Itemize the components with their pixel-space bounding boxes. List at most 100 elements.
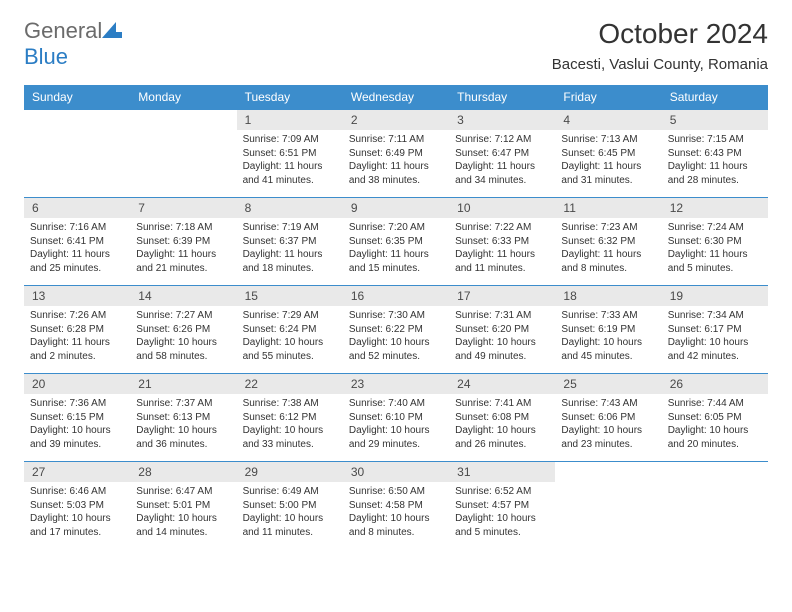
calendar-cell: 28Sunrise: 6:47 AMSunset: 5:01 PMDayligh… [130,461,236,549]
logo-text: GeneralBlue [24,18,124,70]
calendar-cell [662,461,768,549]
day-number: 25 [555,374,661,394]
calendar-cell: 13Sunrise: 7:26 AMSunset: 6:28 PMDayligh… [24,285,130,373]
calendar-cell: 27Sunrise: 6:46 AMSunset: 5:03 PMDayligh… [24,461,130,549]
calendar-cell: 11Sunrise: 7:23 AMSunset: 6:32 PMDayligh… [555,197,661,285]
day-number: 24 [449,374,555,394]
day-number: 30 [343,462,449,482]
calendar-cell: 7Sunrise: 7:18 AMSunset: 6:39 PMDaylight… [130,197,236,285]
day-detail: Sunrise: 7:18 AMSunset: 6:39 PMDaylight:… [130,218,236,281]
day-detail: Sunrise: 6:52 AMSunset: 4:57 PMDaylight:… [449,482,555,545]
calendar-cell [130,109,236,197]
day-detail: Sunrise: 6:47 AMSunset: 5:01 PMDaylight:… [130,482,236,545]
day-detail: Sunrise: 7:09 AMSunset: 6:51 PMDaylight:… [237,130,343,193]
day-detail: Sunrise: 7:22 AMSunset: 6:33 PMDaylight:… [449,218,555,281]
dayname-cell: Thursday [449,85,555,109]
day-number: 23 [343,374,449,394]
day-number: 31 [449,462,555,482]
calendar-cell: 5Sunrise: 7:15 AMSunset: 6:43 PMDaylight… [662,109,768,197]
day-number: 6 [24,198,130,218]
logo: GeneralBlue [24,18,124,70]
day-number: 8 [237,198,343,218]
calendar-cell: 24Sunrise: 7:41 AMSunset: 6:08 PMDayligh… [449,373,555,461]
day-detail: Sunrise: 7:36 AMSunset: 6:15 PMDaylight:… [24,394,130,457]
calendar-cell: 21Sunrise: 7:37 AMSunset: 6:13 PMDayligh… [130,373,236,461]
calendar-cell: 22Sunrise: 7:38 AMSunset: 6:12 PMDayligh… [237,373,343,461]
day-detail: Sunrise: 7:43 AMSunset: 6:06 PMDaylight:… [555,394,661,457]
day-detail: Sunrise: 7:15 AMSunset: 6:43 PMDaylight:… [662,130,768,193]
month-title: October 2024 [552,18,768,50]
calendar-cell [24,109,130,197]
day-number: 15 [237,286,343,306]
logo-text-general: General [24,18,102,43]
empty-cell-bar [24,110,130,130]
calendar: SundayMondayTuesdayWednesdayThursdayFrid… [24,85,768,549]
empty-cell-bar [555,462,661,482]
day-detail: Sunrise: 7:44 AMSunset: 6:05 PMDaylight:… [662,394,768,457]
location: Bacesti, Vaslui County, Romania [552,56,768,73]
dayname-cell: Wednesday [343,85,449,109]
dayname-cell: Monday [130,85,236,109]
calendar-cell: 12Sunrise: 7:24 AMSunset: 6:30 PMDayligh… [662,197,768,285]
dayname-row: SundayMondayTuesdayWednesdayThursdayFrid… [24,85,768,109]
day-number: 12 [662,198,768,218]
day-detail: Sunrise: 7:37 AMSunset: 6:13 PMDaylight:… [130,394,236,457]
calendar-cell: 20Sunrise: 7:36 AMSunset: 6:15 PMDayligh… [24,373,130,461]
day-number: 1 [237,110,343,130]
day-detail: Sunrise: 7:31 AMSunset: 6:20 PMDaylight:… [449,306,555,369]
empty-cell-bar [662,462,768,482]
flag-icon [102,18,122,44]
day-number: 26 [662,374,768,394]
empty-cell-bar [130,110,236,130]
day-number: 22 [237,374,343,394]
day-detail: Sunrise: 7:40 AMSunset: 6:10 PMDaylight:… [343,394,449,457]
calendar-cell [555,461,661,549]
calendar-cell: 8Sunrise: 7:19 AMSunset: 6:37 PMDaylight… [237,197,343,285]
day-number: 14 [130,286,236,306]
day-detail: Sunrise: 6:46 AMSunset: 5:03 PMDaylight:… [24,482,130,545]
dayname-cell: Tuesday [237,85,343,109]
day-number: 21 [130,374,236,394]
calendar-cell: 17Sunrise: 7:31 AMSunset: 6:20 PMDayligh… [449,285,555,373]
calendar-cell: 29Sunrise: 6:49 AMSunset: 5:00 PMDayligh… [237,461,343,549]
day-detail: Sunrise: 7:38 AMSunset: 6:12 PMDaylight:… [237,394,343,457]
day-detail: Sunrise: 7:19 AMSunset: 6:37 PMDaylight:… [237,218,343,281]
dayname-cell: Friday [555,85,661,109]
calendar-cell: 10Sunrise: 7:22 AMSunset: 6:33 PMDayligh… [449,197,555,285]
calendar-cell: 6Sunrise: 7:16 AMSunset: 6:41 PMDaylight… [24,197,130,285]
calendar-grid: 1Sunrise: 7:09 AMSunset: 6:51 PMDaylight… [24,109,768,549]
day-number: 27 [24,462,130,482]
day-number: 5 [662,110,768,130]
calendar-cell: 31Sunrise: 6:52 AMSunset: 4:57 PMDayligh… [449,461,555,549]
calendar-cell: 3Sunrise: 7:12 AMSunset: 6:47 PMDaylight… [449,109,555,197]
day-detail: Sunrise: 7:11 AMSunset: 6:49 PMDaylight:… [343,130,449,193]
calendar-cell: 26Sunrise: 7:44 AMSunset: 6:05 PMDayligh… [662,373,768,461]
calendar-cell: 18Sunrise: 7:33 AMSunset: 6:19 PMDayligh… [555,285,661,373]
dayname-cell: Sunday [24,85,130,109]
calendar-cell: 4Sunrise: 7:13 AMSunset: 6:45 PMDaylight… [555,109,661,197]
day-detail: Sunrise: 7:16 AMSunset: 6:41 PMDaylight:… [24,218,130,281]
day-number: 16 [343,286,449,306]
calendar-cell: 2Sunrise: 7:11 AMSunset: 6:49 PMDaylight… [343,109,449,197]
day-detail: Sunrise: 7:41 AMSunset: 6:08 PMDaylight:… [449,394,555,457]
day-number: 29 [237,462,343,482]
day-detail: Sunrise: 7:24 AMSunset: 6:30 PMDaylight:… [662,218,768,281]
day-number: 2 [343,110,449,130]
calendar-cell: 1Sunrise: 7:09 AMSunset: 6:51 PMDaylight… [237,109,343,197]
day-detail: Sunrise: 6:50 AMSunset: 4:58 PMDaylight:… [343,482,449,545]
day-number: 3 [449,110,555,130]
day-detail: Sunrise: 7:30 AMSunset: 6:22 PMDaylight:… [343,306,449,369]
day-number: 7 [130,198,236,218]
day-number: 13 [24,286,130,306]
title-block: October 2024 Bacesti, Vaslui County, Rom… [552,18,768,73]
day-detail: Sunrise: 7:34 AMSunset: 6:17 PMDaylight:… [662,306,768,369]
day-detail: Sunrise: 7:20 AMSunset: 6:35 PMDaylight:… [343,218,449,281]
day-number: 11 [555,198,661,218]
day-number: 18 [555,286,661,306]
day-detail: Sunrise: 7:33 AMSunset: 6:19 PMDaylight:… [555,306,661,369]
day-number: 17 [449,286,555,306]
day-detail: Sunrise: 7:23 AMSunset: 6:32 PMDaylight:… [555,218,661,281]
day-number: 20 [24,374,130,394]
calendar-cell: 30Sunrise: 6:50 AMSunset: 4:58 PMDayligh… [343,461,449,549]
day-detail: Sunrise: 7:26 AMSunset: 6:28 PMDaylight:… [24,306,130,369]
